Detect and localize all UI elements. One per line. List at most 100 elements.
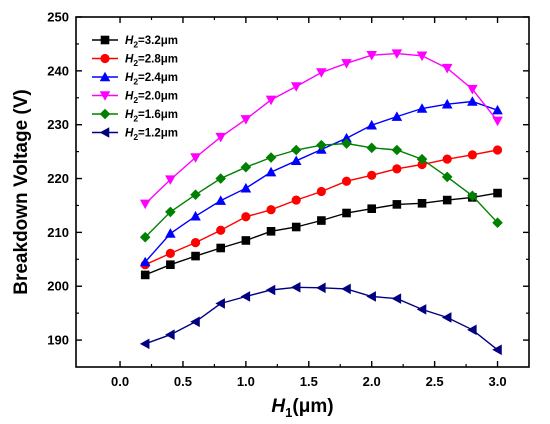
data-point (165, 206, 176, 218)
data-point (190, 210, 201, 221)
plot-frame (75, 16, 530, 368)
data-point (492, 217, 503, 228)
data-point (391, 111, 403, 121)
data-point (215, 195, 227, 205)
series-2 (140, 145, 503, 270)
legend-label: H2=2.8μm (125, 54, 178, 69)
series-5 (139, 138, 503, 243)
data-point (165, 228, 176, 238)
data-point (416, 153, 428, 165)
data-point (392, 164, 402, 174)
legend-entry-2: H2=2.8μm (92, 53, 178, 69)
data-point (215, 298, 225, 309)
series-4 (139, 49, 503, 210)
series-1 (140, 188, 502, 280)
data-point (366, 50, 378, 61)
data-point (391, 144, 403, 156)
data-point (265, 284, 276, 296)
data-point (265, 166, 277, 177)
data-point (342, 208, 351, 218)
data-point (492, 116, 503, 127)
data-point (291, 195, 301, 205)
data-point (166, 260, 175, 269)
data-point (316, 282, 326, 294)
data-point (216, 243, 226, 253)
x-tick-label: 3.0 (489, 374, 507, 389)
data-point (341, 283, 351, 295)
x-tick-label: 2.5 (426, 374, 444, 389)
data-point (367, 204, 377, 213)
data-point (416, 103, 428, 113)
data-point (392, 200, 402, 209)
data-point (492, 344, 502, 356)
data-point (467, 96, 478, 106)
legend-entry-5: H2=1.6μm (92, 108, 178, 124)
data-point (290, 144, 302, 156)
data-point (417, 159, 427, 170)
legend-entry-6: H2=1.2μm (92, 127, 178, 142)
data-point (492, 104, 503, 115)
x-axis-title: H1(μm) (271, 396, 333, 420)
series-line (144, 192, 498, 276)
y-tick-label: 200 (47, 279, 69, 294)
data-point (265, 95, 277, 106)
legend-label: H2=2.0μm (125, 91, 178, 106)
data-point (240, 161, 252, 173)
legend-label: H2=2.4μm (125, 72, 178, 87)
x-tick-label: 2.0 (363, 374, 381, 389)
y-tick-label: 190 (47, 333, 69, 348)
data-point (341, 132, 352, 143)
x-tick-label: 0.5 (174, 374, 192, 389)
data-point (291, 222, 301, 232)
data-point (366, 142, 378, 154)
data-point (216, 225, 226, 235)
y-tick-label: 250 (47, 10, 69, 25)
x-tick-label: 1.5 (300, 374, 318, 389)
data-point (391, 293, 402, 304)
data-point (441, 98, 453, 109)
data-point (191, 251, 200, 261)
data-point (139, 231, 151, 243)
legend-entry-4: H2=2.0μm (92, 91, 178, 106)
data-point (190, 316, 200, 328)
legend-marker (99, 108, 111, 120)
data-point (241, 236, 251, 245)
data-point (241, 212, 251, 222)
legend: H2=3.2μm H2=2.8μm H2=2.4μm H2=2.0μm H2=1.6μm… (92, 35, 178, 142)
legend-label: H2=1.2μm (125, 128, 178, 143)
data-point (492, 145, 503, 155)
data-point (265, 152, 277, 163)
data-point (215, 173, 227, 184)
legend-marker (99, 91, 111, 101)
data-point (139, 199, 151, 210)
data-point (441, 171, 453, 183)
data-point (190, 238, 201, 248)
data-point (366, 119, 378, 130)
data-point (341, 176, 352, 186)
data-point (240, 291, 251, 302)
legend-entry-3: H2=2.4μm (92, 71, 178, 87)
legend-marker (99, 127, 110, 138)
data-point (240, 182, 252, 193)
data-point (266, 227, 276, 236)
data-point (316, 68, 327, 78)
series-line (144, 100, 498, 263)
data-point (417, 199, 427, 208)
legend-marker (100, 53, 110, 64)
legend-marker (100, 35, 110, 45)
data-point (367, 170, 377, 180)
data-point (140, 270, 150, 280)
data-point (290, 155, 302, 166)
data-point (317, 216, 326, 225)
data-point (290, 82, 302, 92)
data-point (290, 282, 301, 293)
legend-label: H2=1.6μm (125, 109, 178, 124)
x-tick-label: 0.0 (111, 374, 129, 389)
data-point (139, 338, 150, 350)
data-point (215, 132, 227, 143)
y-tick-label: 210 (47, 225, 69, 240)
data-point (165, 248, 175, 258)
data-point (316, 186, 326, 197)
y-tick-label: 220 (47, 171, 69, 186)
